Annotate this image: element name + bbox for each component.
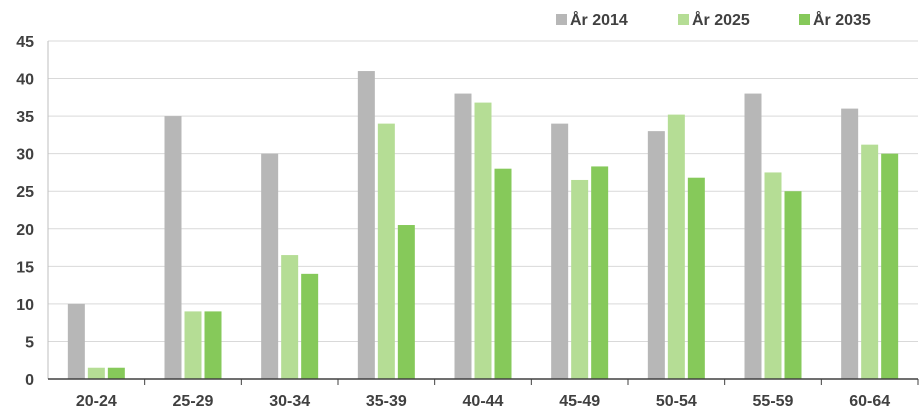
x-tick-label: 50-54 <box>656 393 697 410</box>
bar-25-29-series-2 <box>204 311 222 379</box>
bar-55-59-series-2 <box>784 191 802 379</box>
bar-55-59-series-0 <box>744 93 762 380</box>
bar-30-34-series-1 <box>281 255 299 379</box>
bar-60-64-series-0 <box>841 108 859 379</box>
x-tick-label: 35-39 <box>366 393 407 410</box>
legend-label-0: År 2014 <box>570 10 628 29</box>
y-tick-label: 35 <box>16 109 34 126</box>
bar-50-54-series-0 <box>647 131 665 379</box>
x-tick-label: 30-34 <box>269 393 310 410</box>
y-tick-label: 25 <box>16 184 34 201</box>
y-tick-label: 20 <box>16 222 34 239</box>
y-tick-label: 40 <box>16 72 34 89</box>
y-tick-label: 10 <box>16 297 34 314</box>
legend: År 2014 År 2025 År 2035 <box>556 10 871 29</box>
y-tick-label: 45 <box>16 34 34 51</box>
legend-swatch-0 <box>556 14 567 25</box>
legend-swatch-1 <box>678 14 689 25</box>
y-tick-label: 0 <box>25 372 34 389</box>
bar-20-24-series-1 <box>87 367 105 379</box>
x-tick-label: 40-44 <box>463 393 504 410</box>
bar-45-49-series-0 <box>551 123 569 379</box>
legend-label-1: År 2025 <box>692 10 750 29</box>
x-tick-label: 55-59 <box>753 393 794 410</box>
bar-35-39-series-1 <box>377 123 395 379</box>
bar-50-54-series-2 <box>687 177 705 379</box>
bar-30-34-series-2 <box>301 273 319 379</box>
y-tick-label: 30 <box>16 147 34 164</box>
y-tick-label: 15 <box>16 259 34 276</box>
bar-20-24-series-0 <box>67 303 85 379</box>
x-tick-label: 60-64 <box>849 393 890 410</box>
bar-40-44-series-0 <box>454 93 472 380</box>
x-axis: 20-24 25-29 30-34 35-39 40-44 45-49 50-54 55-59… <box>47 41 919 410</box>
bar-50-54-series-1 <box>667 114 685 379</box>
bar-40-44-series-2 <box>494 168 512 379</box>
x-tick-label: 20-24 <box>76 393 117 410</box>
bar-25-29-series-0 <box>164 116 182 379</box>
bar-60-64-series-2 <box>881 153 899 379</box>
legend-label-2: År 2035 <box>813 10 871 29</box>
bar-60-64-series-1 <box>861 144 879 379</box>
y-axis-ticks: 0 5 10 15 20 25 30 35 40 45 <box>16 34 34 389</box>
x-tick-label: 25-29 <box>173 393 214 410</box>
bar-40-44-series-1 <box>474 102 492 379</box>
bar-25-29-series-1 <box>184 311 202 379</box>
bars <box>67 71 899 380</box>
bar-45-49-series-1 <box>571 179 589 379</box>
x-tick-label: 45-49 <box>559 393 600 410</box>
bar-45-49-series-2 <box>591 166 609 379</box>
bar-55-59-series-1 <box>764 172 782 379</box>
bar-30-34-series-0 <box>261 153 279 379</box>
y-tick-label: 5 <box>25 334 34 351</box>
bar-35-39-series-0 <box>357 71 375 380</box>
bar-35-39-series-2 <box>397 225 415 379</box>
legend-swatch-2 <box>799 14 810 25</box>
bar-20-24-series-2 <box>107 367 125 379</box>
